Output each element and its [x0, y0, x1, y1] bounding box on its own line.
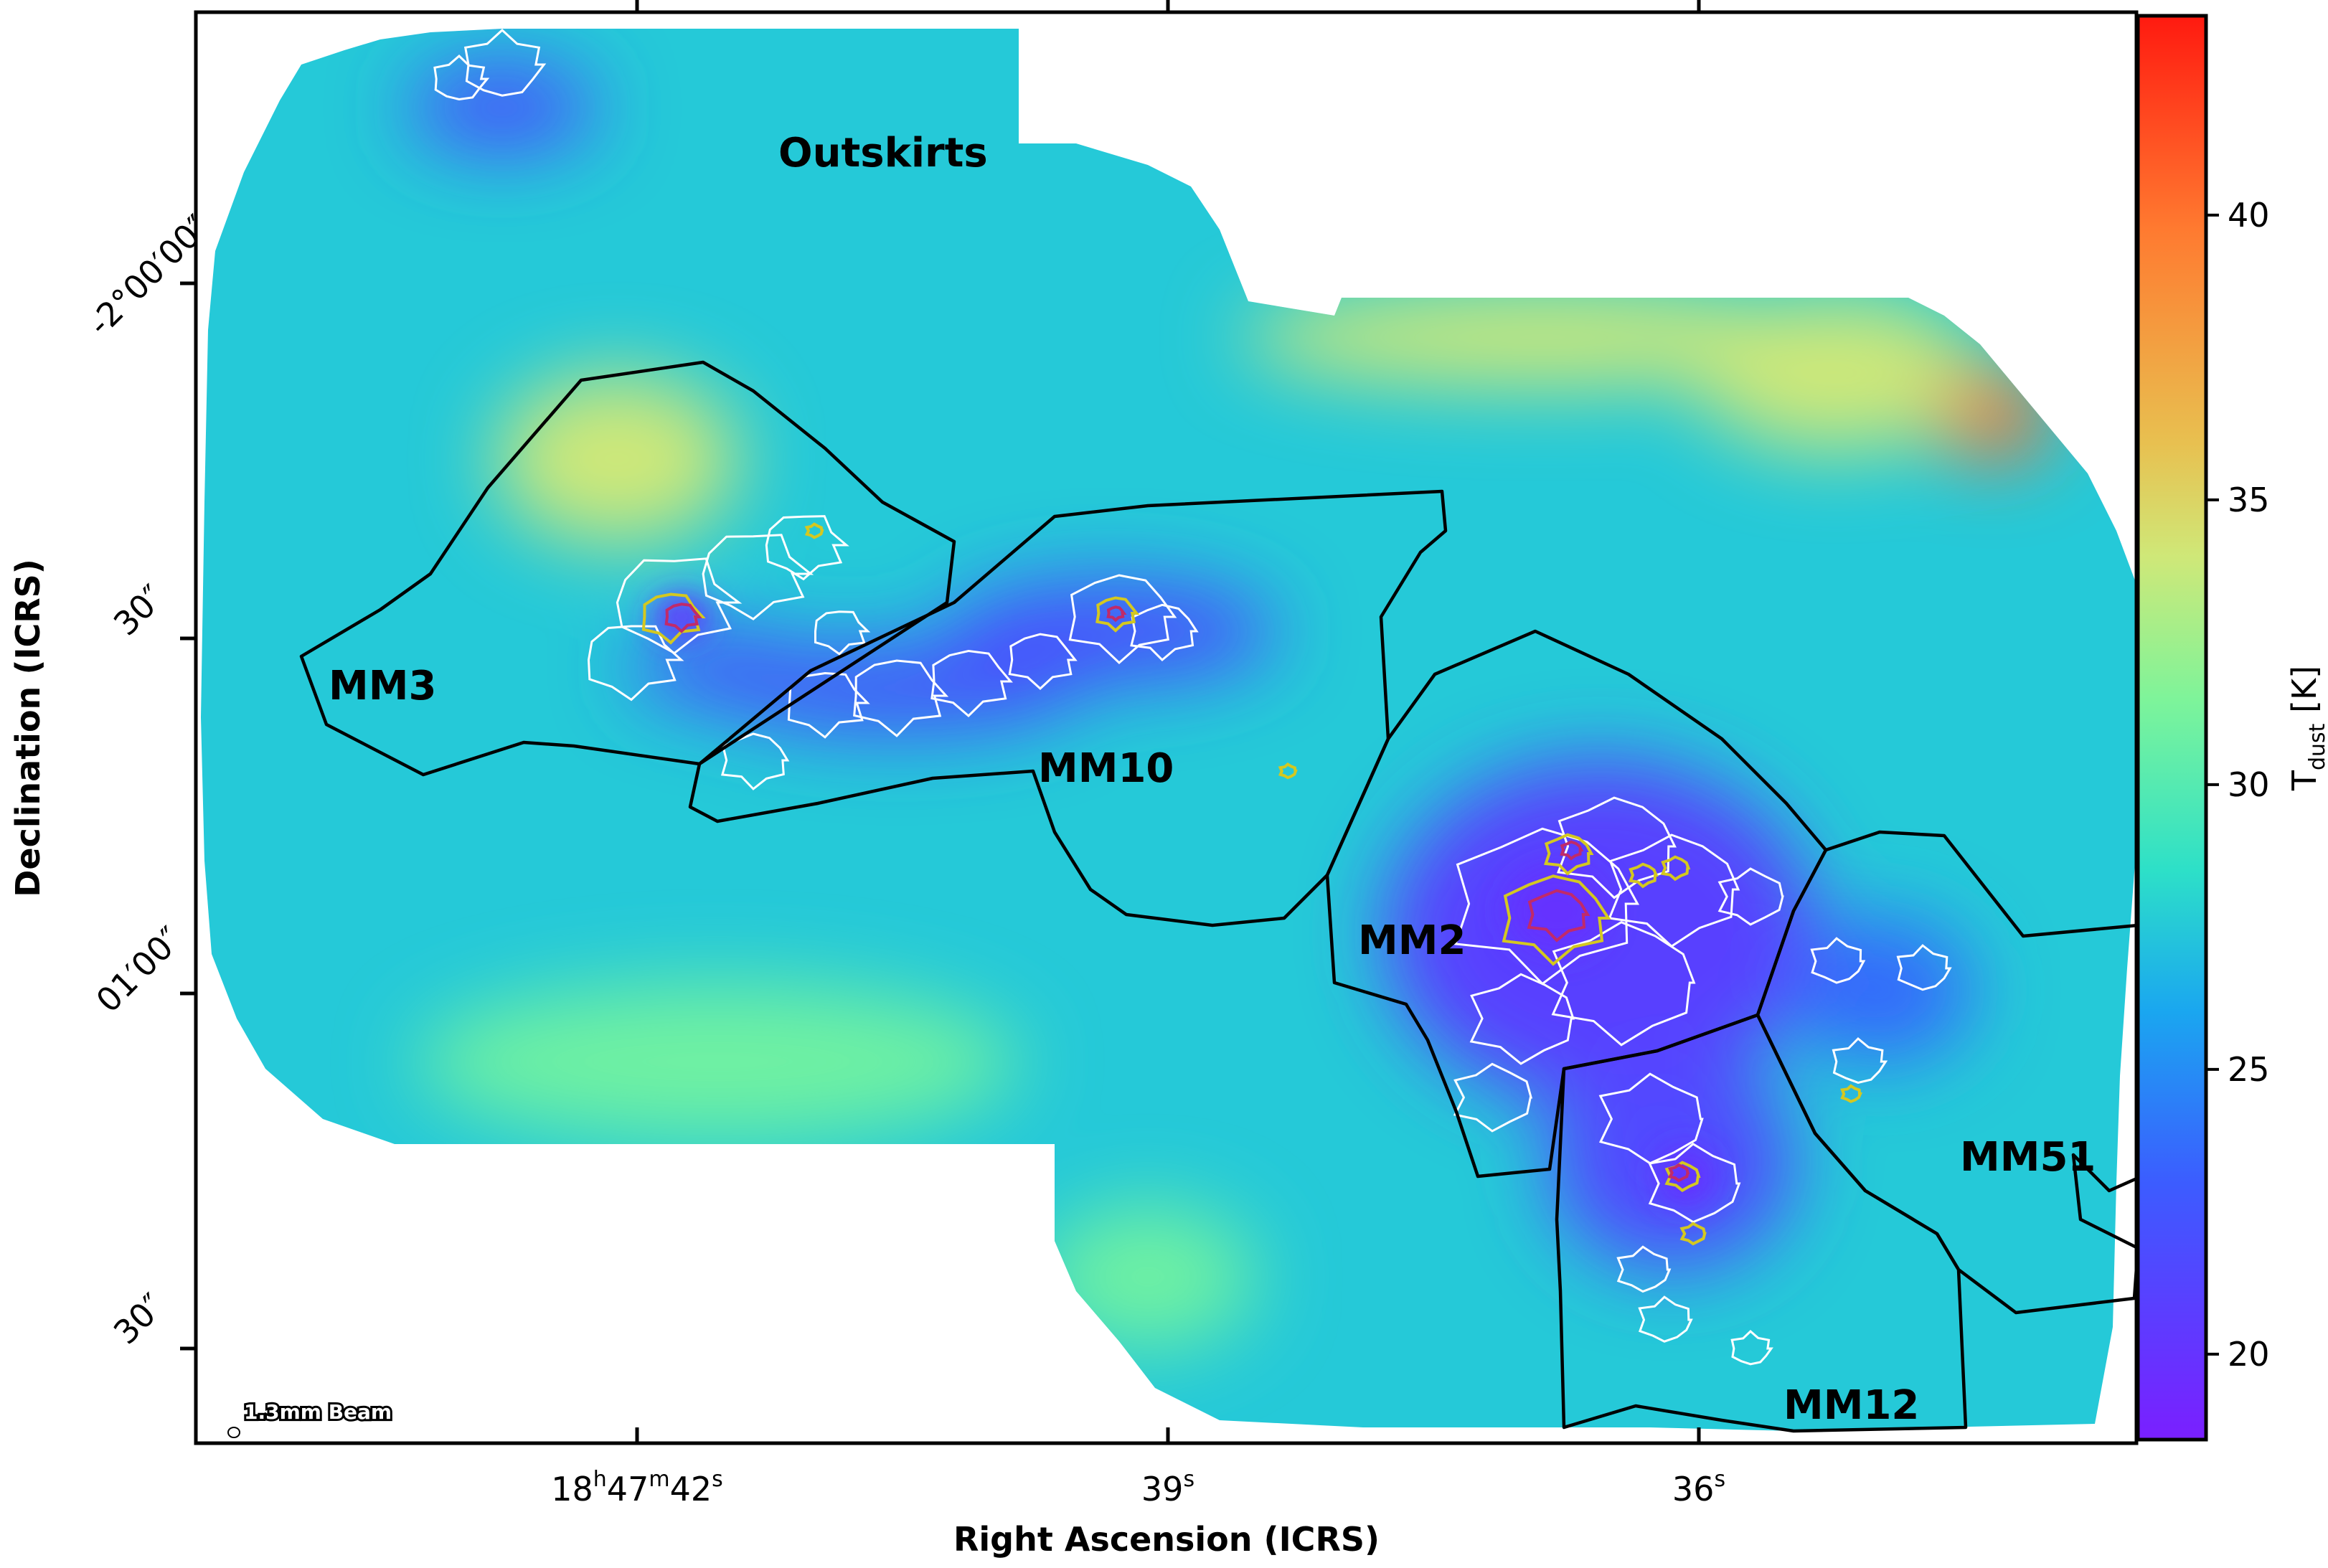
ne-warm-band-1 — [1693, 294, 1980, 452]
colored-contour-5 — [1527, 889, 1591, 943]
mm51-core-0 — [1786, 918, 1973, 1062]
white-contours — [433, 29, 1952, 1366]
white-contour-19 — [1598, 1072, 1704, 1165]
ne-warm-band-0 — [1241, 287, 1844, 387]
label-mm10: MM10 — [1038, 745, 1174, 792]
white-contour-25 — [1832, 1036, 1888, 1084]
white-contour-7 — [930, 649, 1013, 718]
white-contour-10 — [1130, 603, 1199, 662]
colored-contour-13 — [804, 522, 824, 539]
white-contour-23 — [1810, 937, 1866, 984]
white-contour-28 — [433, 54, 490, 101]
mm10-filament-1 — [947, 581, 1277, 681]
y-tick-label-3: 01′00″ — [88, 919, 189, 1020]
white-contour-6 — [853, 659, 949, 737]
white-contour-4 — [814, 610, 871, 656]
north-cool-spot-0 — [409, 65, 595, 151]
colorbar-tick-label-3: 35 — [2228, 481, 2270, 519]
colorbar: 20 25 30 35 40 Tdust [K] — [2136, 14, 2328, 1442]
colored-contour-15 — [1840, 1084, 1863, 1103]
south-warm-region-0 — [416, 983, 1019, 1140]
beam-ellipse — [227, 1427, 240, 1438]
white-contour-20 — [1648, 1142, 1741, 1224]
colored-contours — [641, 522, 1863, 1246]
label-mm12: MM12 — [1783, 1382, 1919, 1429]
white-contour-9 — [1068, 574, 1177, 665]
x-axis-label: Right Ascension (ICRS) — [953, 1520, 1380, 1559]
x-tick-labels: 18h47m42s 39s 36s — [551, 1467, 1725, 1508]
south-warm-region-1 — [1040, 1205, 1255, 1349]
label-mm2: MM2 — [1358, 917, 1466, 964]
white-contour-0 — [616, 557, 743, 655]
y-tick-label-2: 30″ — [106, 577, 172, 643]
colorbar-label: Tdust [K] — [2285, 666, 2328, 791]
white-contour-5 — [787, 671, 870, 739]
colored-contour-8 — [1628, 862, 1659, 889]
x-tick-label-2: 39s — [1141, 1467, 1194, 1508]
colorbar-tick-label-2: 30 — [2228, 765, 2270, 804]
deep-core-0 — [1507, 868, 1607, 954]
colored-contour-9 — [1660, 855, 1691, 882]
x-axis — [635, 0, 1701, 1443]
mm3-warm-region-0 — [495, 373, 739, 545]
boundary-mm10 — [688, 489, 1448, 927]
colored-contour-0 — [641, 592, 706, 645]
region-labels: Outskirts MM3 MM10 MM2 MM51 MM12 — [329, 130, 2096, 1429]
colored-contour-10 — [1664, 1161, 1701, 1193]
label-outskirts: Outskirts — [778, 130, 988, 176]
x-tick-label-1: 18h47m42s — [551, 1467, 723, 1508]
label-mm51: MM51 — [1960, 1134, 2096, 1181]
white-contour-15 — [1551, 921, 1696, 1047]
white-contour-13 — [1557, 796, 1677, 899]
colorbar-tick-label-1: 25 — [2228, 1050, 2270, 1089]
ne-hot-corner-0 — [1937, 373, 2052, 459]
white-contour-17 — [1453, 1062, 1533, 1133]
deep-core-2 — [653, 595, 710, 638]
mm10-filament-2 — [631, 631, 804, 703]
label-mm3: MM3 — [329, 663, 436, 709]
white-contour-8 — [1008, 633, 1078, 691]
white-contour-11 — [720, 732, 790, 790]
beam-label: 1.3mm Beam — [244, 1400, 392, 1424]
white-contour-12 — [1453, 827, 1640, 986]
colorbar-gradient — [2136, 14, 2208, 1442]
colored-contour-4 — [1502, 874, 1611, 966]
colored-contour-1 — [664, 603, 702, 633]
colored-contour-12 — [1679, 1222, 1707, 1246]
white-contour-18 — [1717, 867, 1784, 926]
white-contour-26 — [1730, 1329, 1773, 1366]
white-contour-24 — [1896, 944, 1952, 991]
boundary-mm12 — [1555, 1013, 1968, 1433]
temperature-map — [201, 29, 2141, 1431]
white-contour-16 — [1469, 973, 1575, 1065]
white-contour-27 — [463, 29, 547, 97]
white-contour-2 — [765, 515, 849, 581]
colored-contour-2 — [1095, 596, 1140, 633]
y-axis-label: Declination (ICRS) — [9, 559, 47, 897]
white-contour-1 — [702, 534, 814, 620]
colored-contour-7 — [1560, 840, 1584, 861]
colored-contour-11 — [1667, 1163, 1690, 1183]
beam-marker: 1.3mm Beam — [227, 1398, 394, 1438]
colored-contour-6 — [1544, 833, 1594, 876]
colorbar-tick-label-4: 40 — [2228, 196, 2270, 235]
y-axis — [180, 281, 196, 1351]
colored-contour-14 — [1278, 762, 1298, 780]
y-tick-label-4: 30″ — [106, 1286, 172, 1352]
white-contour-22 — [1638, 1295, 1693, 1343]
white-contour-3 — [587, 625, 684, 702]
white-contour-14 — [1608, 833, 1740, 948]
colored-contour-3 — [1106, 605, 1127, 623]
white-contour-21 — [1616, 1245, 1672, 1293]
colorbar-tick-label-0: 20 — [2228, 1335, 2270, 1374]
boundary-mm3 — [299, 360, 956, 777]
x-tick-label-3: 36s — [1672, 1467, 1725, 1508]
